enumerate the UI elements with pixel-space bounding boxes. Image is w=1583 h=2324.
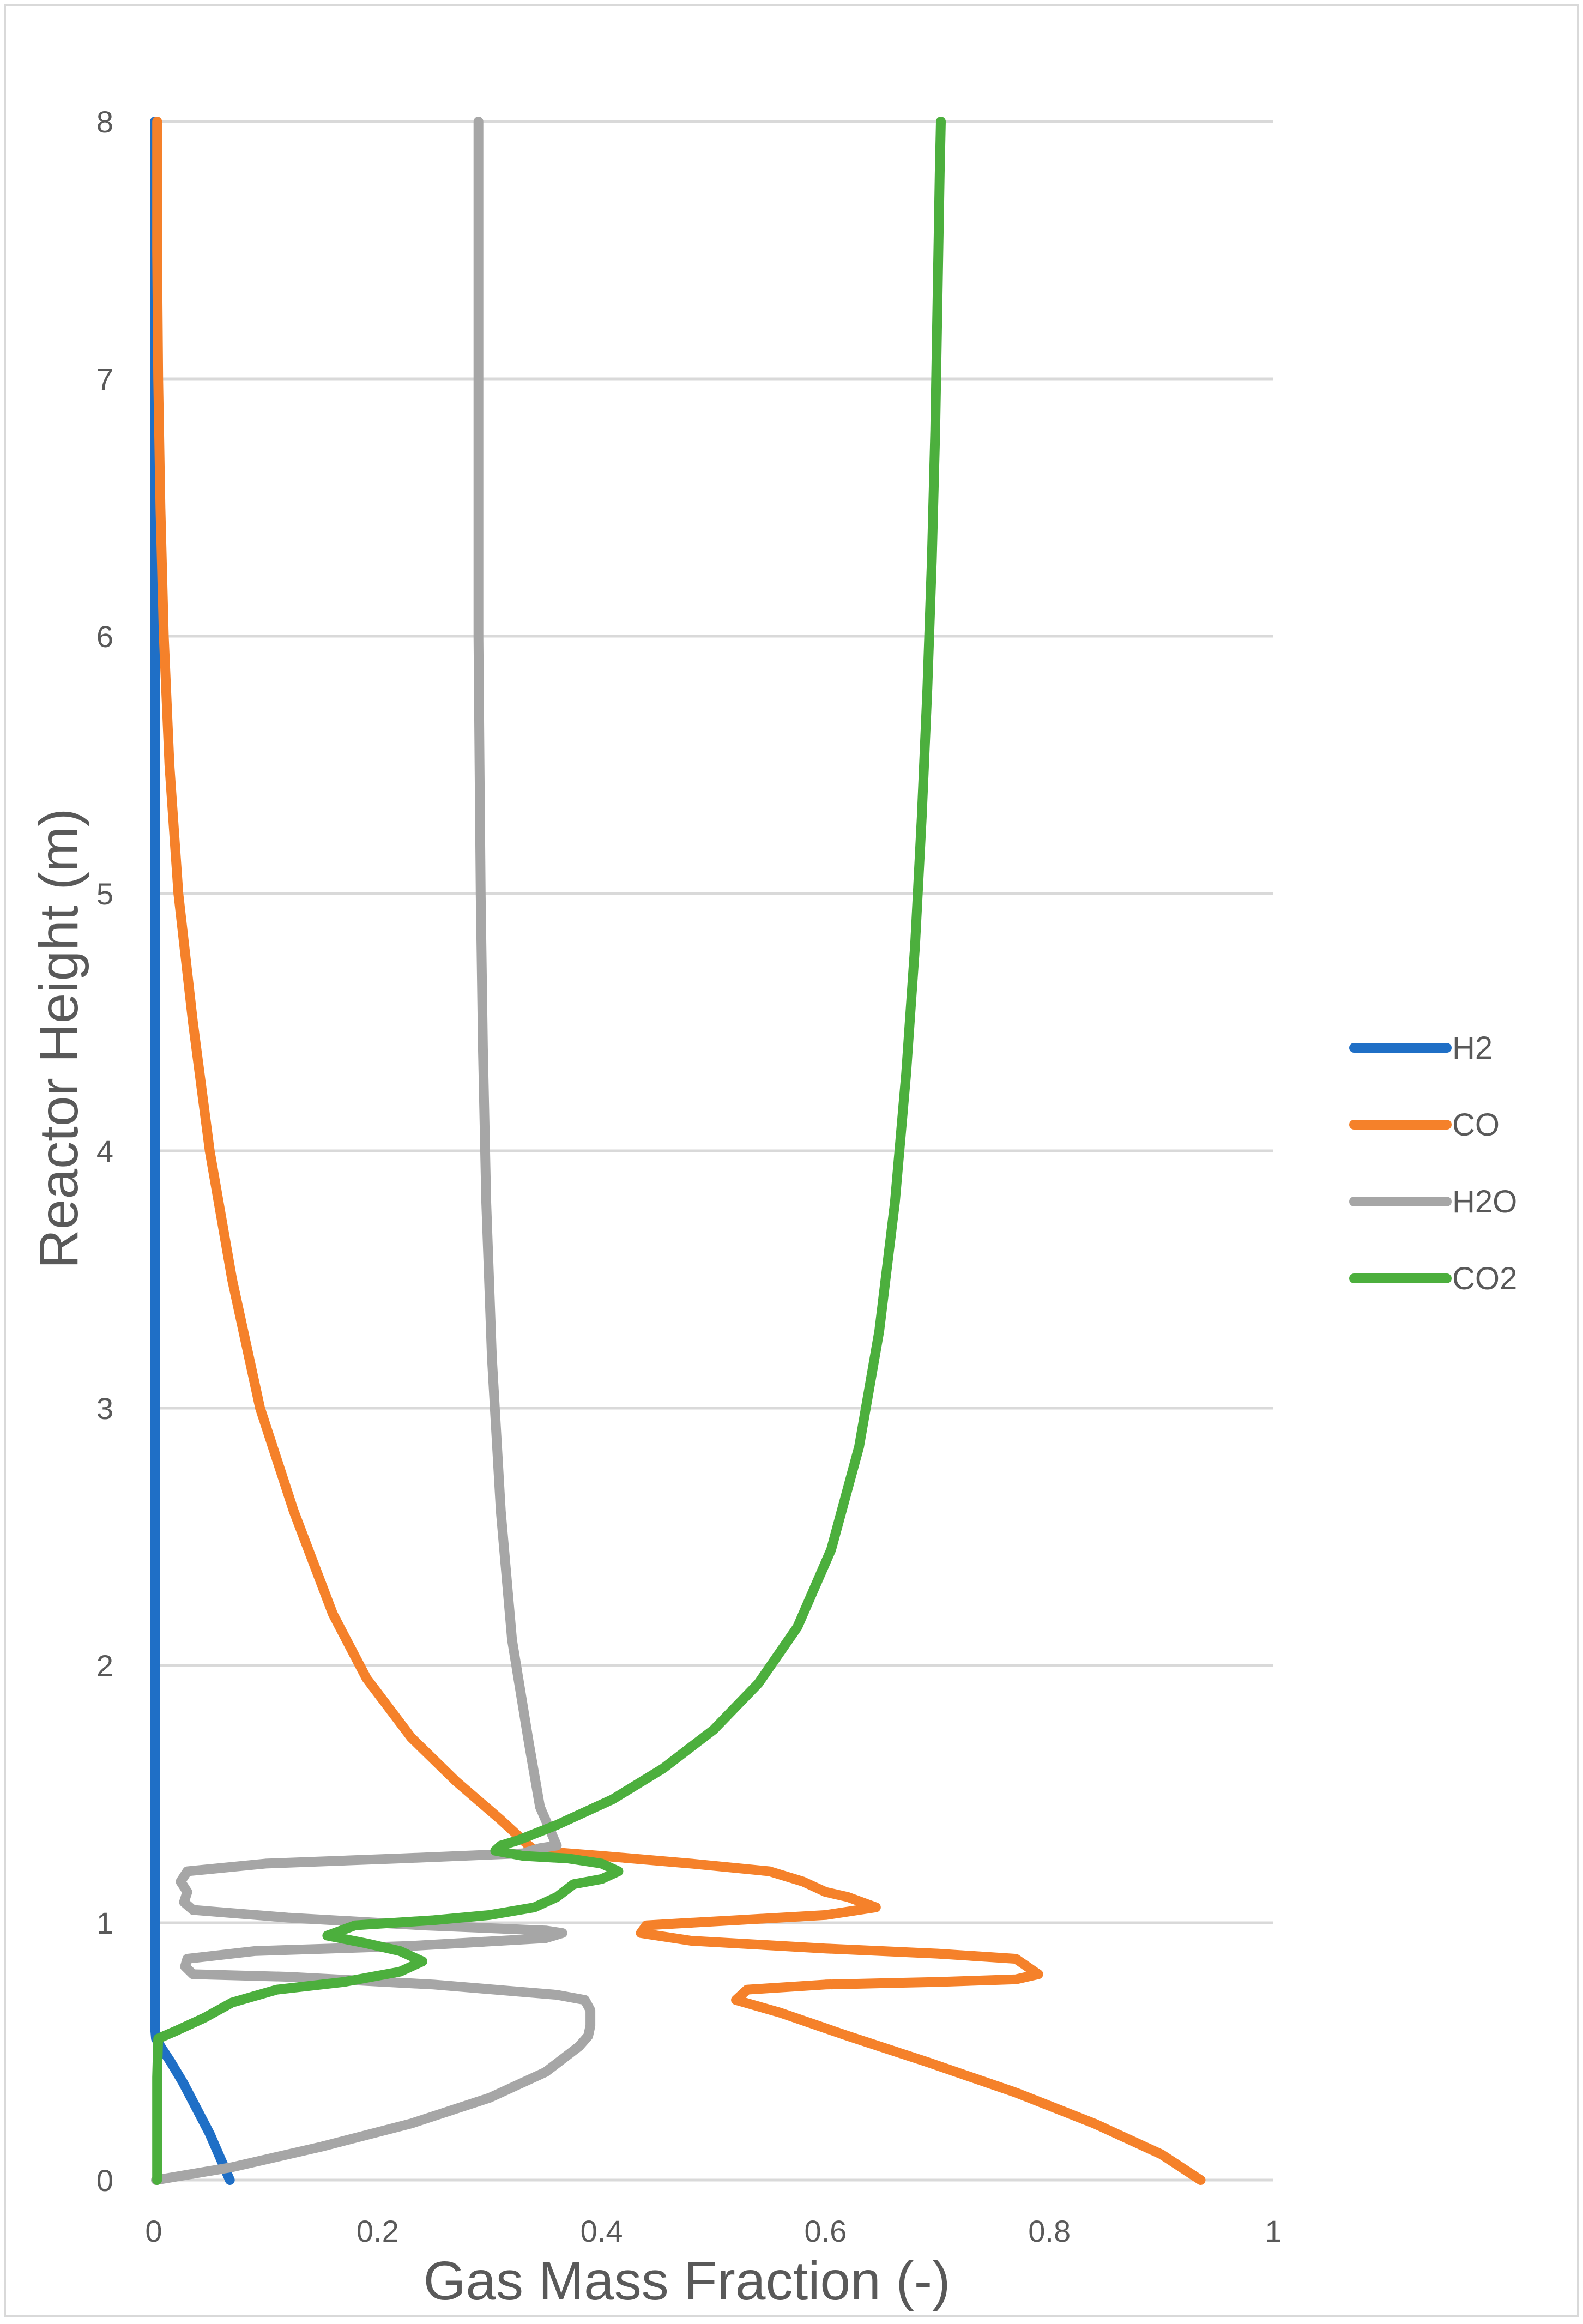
x-tick-label: 0	[145, 2214, 162, 2248]
y-tick-label: 8	[96, 105, 113, 139]
legend-item-h2: H2	[1349, 1030, 1493, 1066]
legend-item-h2o: H2O	[1349, 1184, 1517, 1220]
legend-item-co: CO	[1349, 1107, 1500, 1143]
y-tick-label: 4	[96, 1134, 113, 1168]
y-tick-label: 3	[96, 1391, 113, 1426]
x-axis-title: Gas Mass Fraction (-)	[424, 2250, 951, 2311]
y-tick-label: 6	[96, 619, 113, 654]
x-tick-label: 1	[1265, 2214, 1282, 2248]
series-line-co	[152, 117, 1206, 2185]
series-line-h2o	[151, 117, 596, 2185]
y-tick-label: 2	[96, 1649, 113, 1683]
legend-item-co2: CO2	[1349, 1261, 1517, 1296]
legend-label: H2	[1452, 1030, 1493, 1066]
y-tick-label: 0	[96, 2163, 113, 2198]
y-tick-label: 7	[96, 362, 113, 396]
y-tick-label: 5	[96, 877, 113, 911]
y-axis-ticks: 0 1 2 3 4 5 6 7 8	[96, 105, 113, 2198]
x-tick-label: 0.2	[357, 2214, 399, 2248]
x-tick-label: 0.8	[1028, 2214, 1071, 2248]
chart-border	[4, 4, 1579, 2317]
legend-label: CO	[1452, 1107, 1500, 1143]
y-tick-label: 1	[96, 1906, 113, 1940]
x-tick-label: 0.6	[804, 2214, 847, 2248]
x-axis-ticks: 0 0.2 0.4 0.6 0.8 1	[145, 2214, 1282, 2248]
legend-label: H2O	[1452, 1184, 1517, 1220]
legend: H2 CO H2O CO2	[1349, 1030, 1517, 1296]
y-axis-title: Reactor Height (m)	[28, 808, 89, 1269]
series-line-co2	[152, 117, 946, 2185]
plot-area	[150, 117, 1206, 2185]
legend-label: CO2	[1452, 1261, 1517, 1296]
x-tick-label: 0.4	[581, 2214, 623, 2248]
